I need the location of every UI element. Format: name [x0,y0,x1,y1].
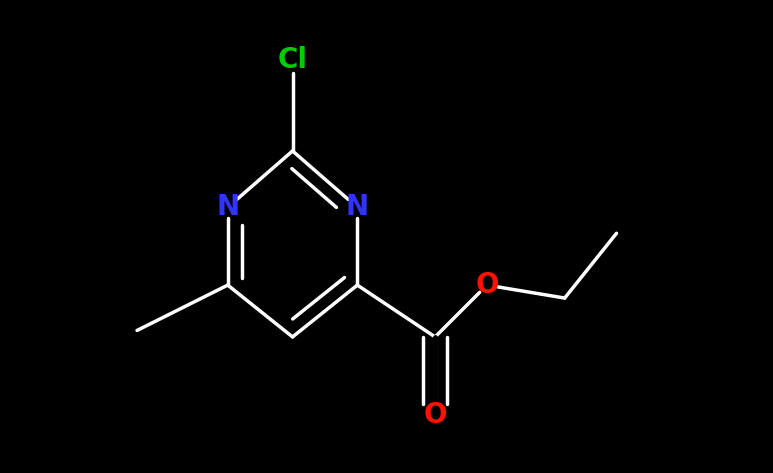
Text: N: N [346,193,369,221]
Text: O: O [424,401,447,429]
Text: Cl: Cl [278,46,308,74]
Text: N: N [216,193,240,221]
Text: O: O [475,271,499,299]
